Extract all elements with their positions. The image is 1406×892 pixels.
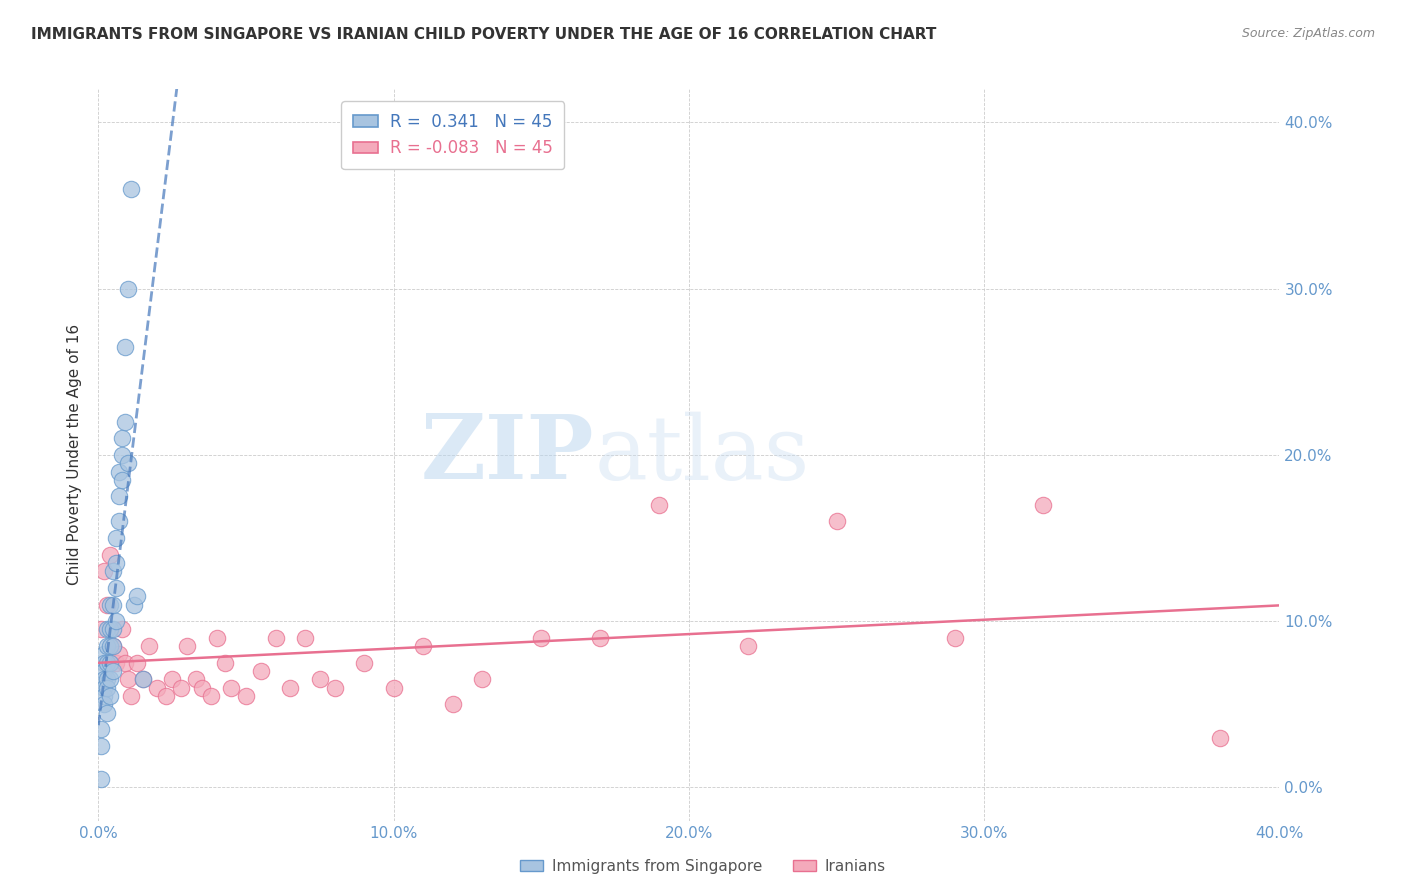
Text: Source: ZipAtlas.com: Source: ZipAtlas.com (1241, 27, 1375, 40)
Point (737, 639, 759, 653)
Point (353, 656, 375, 670)
Point (103, 639, 125, 653)
Point (1209, 731, 1232, 745)
Point (103, 623, 125, 637)
Point (114, 340, 136, 354)
Point (96, 656, 118, 670)
Point (323, 681, 346, 695)
Point (96, 623, 118, 637)
Point (103, 598, 125, 612)
Point (105, 531, 128, 545)
Point (105, 656, 128, 670)
Point (120, 182, 142, 196)
Point (98, 623, 121, 637)
Point (294, 631, 316, 645)
Legend: R =  0.341   N = 45, R = -0.083   N = 45: R = 0.341 N = 45, R = -0.083 N = 45 (342, 101, 564, 169)
Point (90, 772, 112, 786)
Point (96, 639, 118, 653)
Point (103, 664, 125, 678)
Point (214, 656, 236, 670)
Point (132, 673, 155, 687)
Point (146, 681, 169, 695)
Point (155, 689, 177, 703)
Point (93, 648, 115, 662)
Point (108, 465, 131, 479)
Point (132, 673, 155, 687)
Point (120, 689, 142, 703)
Point (103, 639, 125, 653)
Point (111, 431, 134, 445)
Point (138, 639, 160, 653)
Point (96, 598, 118, 612)
Point (825, 515, 848, 529)
Point (98, 548, 121, 562)
Point (108, 648, 131, 662)
Point (90, 739, 112, 753)
Point (382, 681, 405, 695)
Point (117, 673, 139, 687)
Text: IMMIGRANTS FROM SINGAPORE VS IRANIAN CHILD POVERTY UNDER THE AGE OF 16 CORRELATI: IMMIGRANTS FROM SINGAPORE VS IRANIAN CHI… (31, 27, 936, 42)
Point (93, 664, 115, 678)
Point (530, 631, 553, 645)
Point (114, 656, 136, 670)
Point (98, 598, 121, 612)
Point (122, 598, 145, 612)
Text: ZIP: ZIP (420, 411, 595, 499)
Point (90, 623, 112, 637)
Point (98, 673, 121, 687)
Point (648, 498, 671, 512)
Point (125, 656, 148, 670)
Point (93, 698, 115, 712)
Point (176, 639, 198, 653)
Point (943, 631, 966, 645)
Point (105, 556, 128, 570)
Point (105, 614, 128, 628)
Y-axis label: Child Poverty Under the Age of 16: Child Poverty Under the Age of 16 (66, 325, 82, 585)
Point (98, 639, 121, 653)
Point (93, 689, 115, 703)
Point (105, 581, 128, 595)
Point (205, 631, 228, 645)
Point (264, 631, 287, 645)
Point (125, 589, 148, 603)
Point (108, 490, 131, 504)
Point (589, 631, 612, 645)
Point (200, 689, 222, 703)
Point (111, 473, 134, 487)
Point (103, 564, 125, 578)
Point (96, 673, 118, 687)
Point (191, 681, 214, 695)
Point (98, 656, 121, 670)
Point (98, 689, 121, 703)
Point (309, 673, 332, 687)
Text: atlas: atlas (595, 411, 810, 499)
Point (162, 673, 183, 687)
Point (412, 639, 434, 653)
Point (221, 681, 243, 695)
Point (114, 415, 136, 429)
Point (250, 664, 273, 678)
Point (280, 681, 302, 695)
Point (184, 673, 207, 687)
Point (441, 698, 464, 712)
Point (117, 456, 139, 470)
Point (235, 689, 257, 703)
Point (93, 656, 115, 670)
Point (96, 681, 118, 695)
Point (96, 706, 118, 720)
Point (93, 564, 115, 578)
Point (1032, 498, 1054, 512)
Point (93, 681, 115, 695)
Point (117, 282, 139, 296)
Point (471, 673, 494, 687)
Legend: Immigrants from Singapore, Iranians: Immigrants from Singapore, Iranians (513, 853, 893, 880)
Point (111, 623, 134, 637)
Point (93, 673, 115, 687)
Point (108, 515, 131, 529)
Point (111, 448, 134, 462)
Point (90, 723, 112, 737)
Point (170, 681, 193, 695)
